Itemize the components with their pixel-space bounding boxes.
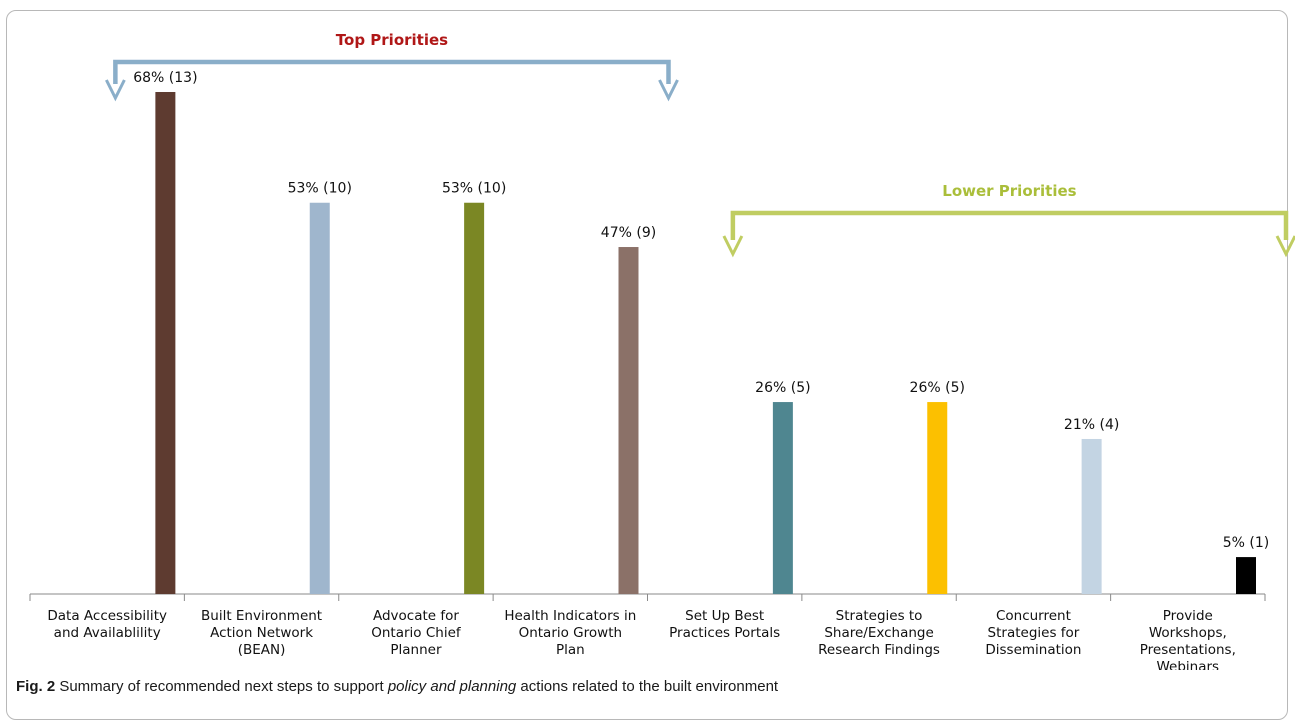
- data-label: 68% (13): [133, 70, 197, 86]
- lower-priorities-bracket-right-arrow: [1275, 235, 1295, 258]
- top-priorities-bracket-label: Top Priorities: [336, 31, 448, 49]
- lower-priorities-bracket-left-arrow: [722, 235, 744, 258]
- bar: [464, 202, 485, 594]
- data-label: 5% (1): [1223, 535, 1270, 551]
- bar: [772, 402, 793, 594]
- bar: [1081, 438, 1102, 594]
- category-label: Concurrent Strategies for Dissemination: [985, 608, 1081, 658]
- bar-chart: 68% (13) Data Accessibility and Availablil…: [29, 31, 1295, 670]
- bar: [309, 202, 330, 594]
- category-label: Strategies to Share/Exchange Research Find…: [818, 608, 940, 658]
- category-label: Set Up Best Practices Portals: [669, 608, 780, 641]
- bar: [927, 402, 948, 594]
- top-priorities-bracket-left-arrow: [105, 79, 126, 102]
- lower-priorities-bracket: [730, 210, 1289, 240]
- figure-caption: Fig. 2 Summary of recommended next steps…: [16, 678, 778, 695]
- data-label: 26% (5): [910, 380, 965, 396]
- figure-frame: [6, 10, 1288, 720]
- category-label: Health Indicators in Ontario Growth Plan: [504, 608, 636, 658]
- top-priorities-bracket: [113, 59, 671, 84]
- data-label: 53% (10): [288, 181, 352, 197]
- caption-text-before: Summary of recommended next steps to sup…: [55, 678, 388, 695]
- category-label: Data Accessibility and Availablility: [47, 608, 167, 641]
- category-label: Provide Workshops, Presentations, Webinars: [1140, 608, 1236, 670]
- caption-fig-number: Fig. 2: [16, 678, 56, 695]
- bar: [618, 247, 639, 594]
- lower-priorities-bracket-label: Lower Priorities: [942, 182, 1076, 200]
- caption-emphasis: policy and planning: [387, 678, 517, 695]
- data-label: 47% (9): [601, 225, 656, 241]
- top-priorities-bracket-right-arrow: [658, 79, 679, 102]
- category-label: Built Environment Action Network (BEAN): [201, 608, 322, 658]
- category-label: Advocate for Ontario Chief Planner: [371, 608, 462, 658]
- caption-text-after: actions related to the built environment: [516, 678, 779, 695]
- bar: [155, 92, 176, 594]
- data-label: 21% (4): [1064, 417, 1119, 433]
- data-label: 53% (10): [442, 181, 506, 197]
- data-label: 26% (5): [755, 380, 810, 396]
- bar: [1236, 557, 1256, 594]
